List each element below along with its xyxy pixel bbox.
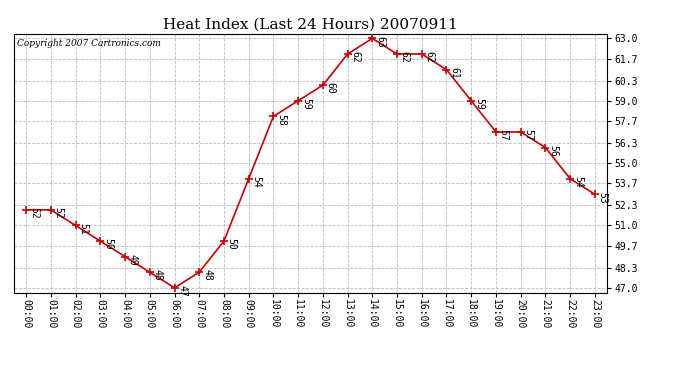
- Text: 60: 60: [326, 82, 335, 94]
- Text: 50: 50: [103, 238, 113, 250]
- Text: 48: 48: [152, 270, 163, 281]
- Text: 62: 62: [424, 51, 435, 63]
- Text: 54: 54: [251, 176, 262, 188]
- Text: 63: 63: [375, 36, 385, 47]
- Text: 54: 54: [573, 176, 583, 188]
- Text: Copyright 2007 Cartronics.com: Copyright 2007 Cartronics.com: [17, 39, 161, 48]
- Text: 52: 52: [29, 207, 39, 219]
- Text: 59: 59: [474, 98, 484, 110]
- Text: 62: 62: [351, 51, 360, 63]
- Text: 52: 52: [54, 207, 63, 219]
- Text: 47: 47: [177, 285, 187, 297]
- Text: 53: 53: [598, 192, 608, 203]
- Text: 51: 51: [79, 223, 88, 234]
- Text: 57: 57: [524, 129, 533, 141]
- Text: 58: 58: [276, 114, 286, 125]
- Title: Heat Index (Last 24 Hours) 20070911: Heat Index (Last 24 Hours) 20070911: [163, 17, 458, 31]
- Text: 61: 61: [449, 67, 460, 79]
- Text: 50: 50: [227, 238, 237, 250]
- Text: 57: 57: [499, 129, 509, 141]
- Text: 48: 48: [202, 270, 212, 281]
- Text: 56: 56: [548, 145, 558, 156]
- Text: 62: 62: [400, 51, 410, 63]
- Text: 49: 49: [128, 254, 138, 266]
- Text: 59: 59: [301, 98, 311, 110]
